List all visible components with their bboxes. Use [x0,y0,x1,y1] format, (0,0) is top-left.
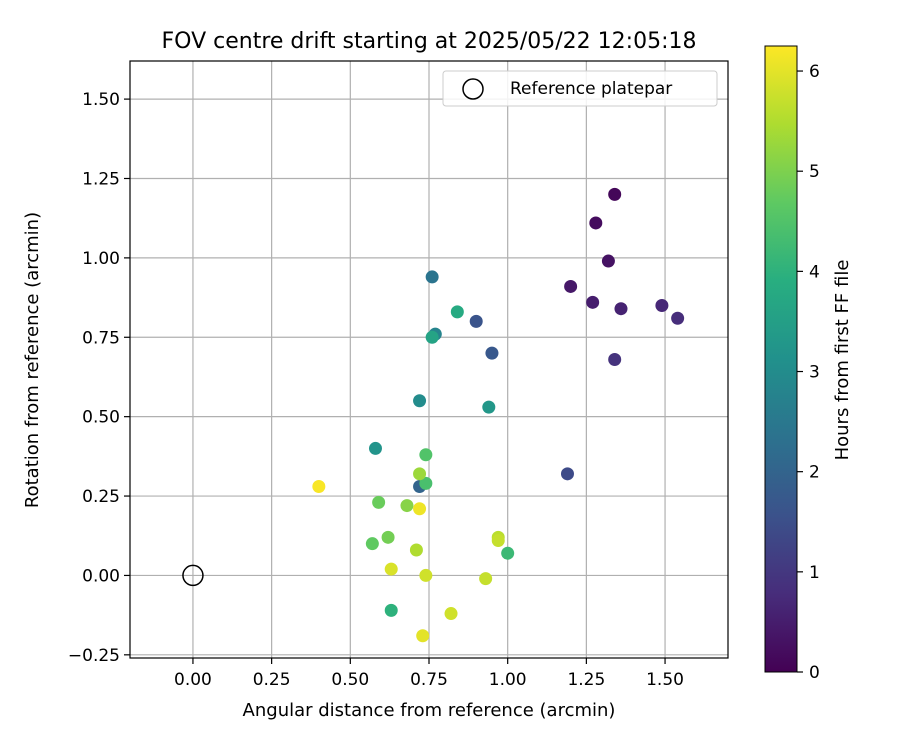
data-point [413,394,427,408]
x-axis-ticks: 0.00 0.25 0.50 0.75 1.00 1.25 1.50 [174,658,684,690]
data-point [413,467,427,481]
data-point [419,476,433,490]
grid-lines [130,61,728,658]
legend: Reference platepar [442,70,718,107]
colorbar-tick-label: 3 [809,363,820,383]
colorbar-tick-label: 5 [809,162,820,182]
data-point [608,353,622,366]
data-point [501,546,515,560]
data-point [425,270,439,284]
y-tick-label: 1.25 [82,169,120,189]
y-tick-label: 1.00 [82,249,120,269]
data-point [564,279,578,293]
colorbar-ticks: 0 1 2 3 4 5 6 [797,62,820,683]
y-tick-label: 0.50 [82,408,120,428]
y-tick-label: 0.75 [82,328,120,348]
data-point [312,480,326,494]
data-point [614,302,628,316]
x-tick-label: 1.50 [646,670,684,690]
data-point [608,187,622,201]
legend-label: Reference platepar [510,79,672,99]
data-point [444,607,458,621]
y-axis-label: Rotation from reference (arcmin) [22,212,43,508]
plot-frame [129,60,729,659]
data-point [491,534,505,548]
y-axis-ticks: −0.25 0.00 0.25 0.50 0.75 1.00 1.25 1.50 [68,90,130,666]
data-point [589,216,603,230]
x-axis-label: Angular distance from reference (arcmin) [243,700,616,721]
data-point [365,537,379,551]
data-point [372,495,386,509]
x-tick-label: 1.00 [489,670,527,690]
colorbar-tick-label: 4 [809,262,820,282]
x-tick-label: 0.50 [331,670,369,690]
data-point [671,311,685,325]
colorbar-tick-label: 0 [809,663,820,683]
x-tick-label: 0.75 [410,670,448,690]
scatter-points [182,187,685,643]
data-point [368,441,382,455]
data-point [384,603,398,617]
data-point [419,568,433,582]
data-point [586,295,600,309]
data-point [419,448,433,462]
colorbar-tick-label: 6 [809,62,820,82]
legend-marker [462,78,484,100]
legend-box [442,70,718,107]
colorbar-tick-label: 1 [809,563,820,583]
y-tick-label: 0.25 [82,487,120,507]
data-point [384,562,398,576]
data-point [479,572,493,586]
data-point [482,400,496,414]
data-point [425,330,439,344]
y-tick-label: 0.00 [82,566,120,586]
data-point [655,299,669,313]
colorbar-label: Hours from first FF file [832,260,853,461]
data-point [413,502,427,516]
x-tick-label: 0.25 [253,670,291,690]
y-tick-label: 1.50 [82,90,120,110]
data-point [601,254,615,268]
reference-platepar-point [182,564,204,587]
x-tick-label: 0.00 [174,670,212,690]
data-point [400,499,414,513]
data-point [381,530,395,544]
x-tick-label: 1.25 [567,670,605,690]
data-point [560,467,574,481]
colorbar: 0 1 2 3 4 5 6 Hours from first FF file [764,45,853,683]
data-point [469,314,483,328]
data-point [485,346,499,360]
y-tick-label: −0.25 [68,646,120,666]
colorbar-tick-label: 2 [809,463,820,483]
data-point [416,629,430,643]
data-point [409,543,423,557]
colorbar-gradient [764,45,798,673]
chart-title: FOV centre drift starting at 2025/05/22 … [162,29,697,54]
data-point [450,305,464,319]
